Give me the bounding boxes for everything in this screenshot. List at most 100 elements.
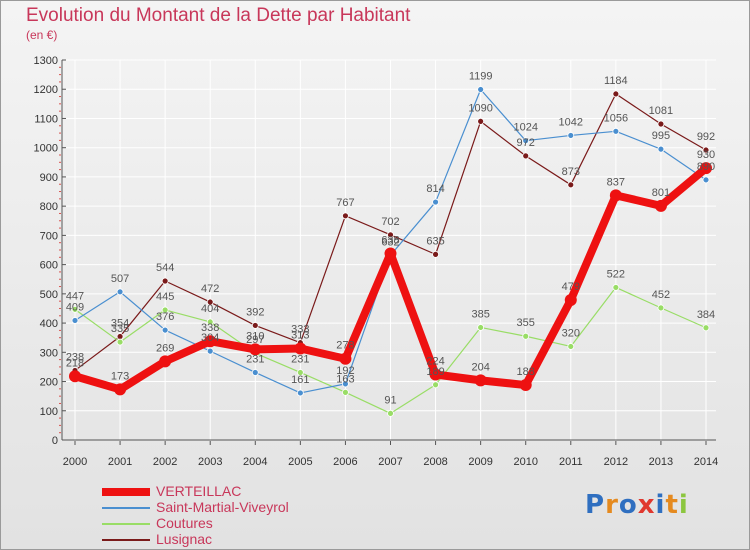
data-label-coutures: 447 bbox=[66, 290, 84, 302]
data-label-lusignac: 392 bbox=[246, 306, 264, 318]
data-label-coutures: 522 bbox=[607, 268, 625, 280]
data-point-coutures bbox=[657, 304, 665, 312]
y-tick-label: 100 bbox=[40, 406, 58, 418]
data-label-verteillac: 930 bbox=[697, 149, 715, 161]
data-point-lusignac bbox=[477, 117, 485, 125]
logo-letter: o bbox=[618, 490, 638, 520]
data-label-verteillac: 278 bbox=[336, 340, 354, 352]
y-tick-label: 300 bbox=[40, 347, 58, 359]
x-tick-label: 2005 bbox=[288, 456, 312, 468]
data-point-saint-martial-viveyrol bbox=[477, 86, 485, 93]
legend-label: Lusignac bbox=[156, 531, 213, 547]
data-point-verteillac bbox=[249, 343, 262, 356]
chart-title: Evolution du Montant de la Dette par Hab… bbox=[26, 5, 411, 26]
data-label-saint-martial-viveyrol: 409 bbox=[66, 301, 84, 313]
data-point-lusignac bbox=[522, 152, 530, 160]
data-point-coutures bbox=[206, 318, 214, 326]
data-label-coutures: 189 bbox=[426, 366, 444, 378]
data-label-verteillac: 204 bbox=[471, 361, 489, 373]
logo-letter: x bbox=[637, 490, 656, 520]
data-label-coutures: 163 bbox=[336, 373, 354, 385]
data-point-coutures bbox=[116, 338, 124, 346]
data-point-lusignac bbox=[612, 90, 620, 98]
y-tick-label: 1100 bbox=[34, 113, 58, 125]
data-label-lusignac: 238 bbox=[66, 351, 84, 363]
legend-label: Coutures bbox=[156, 515, 213, 531]
data-point-saint-martial-viveyrol bbox=[206, 347, 214, 355]
x-tick-label: 2004 bbox=[243, 456, 267, 468]
y-tick-label: 500 bbox=[40, 289, 58, 301]
x-tick-label: 2002 bbox=[153, 456, 177, 468]
data-label-verteillac: 269 bbox=[156, 342, 174, 354]
data-label-lusignac: 873 bbox=[562, 166, 580, 178]
legend-label: Saint-Martial-Viveyrol bbox=[156, 499, 289, 515]
logo-letter: r bbox=[605, 490, 619, 520]
data-point-coutures bbox=[702, 324, 710, 332]
y-tick-label: 800 bbox=[40, 201, 58, 213]
y-tick-label: 900 bbox=[40, 172, 58, 184]
data-point-coutures bbox=[432, 381, 439, 389]
data-label-verteillac: 218 bbox=[66, 357, 84, 369]
data-point-coutures bbox=[387, 409, 394, 417]
data-label-coutures: 385 bbox=[471, 308, 489, 320]
data-point-saint-martial-viveyrol bbox=[251, 369, 259, 376]
data-label-verteillac: 310 bbox=[246, 330, 264, 342]
data-point-saint-martial-viveyrol bbox=[71, 317, 79, 324]
data-point-coutures bbox=[567, 343, 575, 350]
data-label-verteillac: 479 bbox=[562, 281, 580, 293]
data-label-saint-martial-viveyrol: 1199 bbox=[469, 71, 493, 83]
data-label-verteillac: 224 bbox=[426, 356, 444, 368]
data-label-saint-martial-viveyrol: 1024 bbox=[513, 122, 537, 134]
data-label-lusignac: 1090 bbox=[468, 102, 492, 114]
legend-swatch bbox=[102, 507, 150, 509]
data-point-lusignac bbox=[206, 298, 214, 306]
x-tick-label: 2007 bbox=[378, 456, 402, 468]
data-point-verteillac bbox=[429, 368, 442, 381]
data-label-verteillac: 638 bbox=[381, 235, 399, 247]
data-label-saint-martial-viveyrol: 814 bbox=[426, 183, 444, 195]
data-label-verteillac: 837 bbox=[607, 176, 625, 188]
data-point-saint-martial-viveyrol bbox=[116, 288, 124, 296]
data-label-coutures: 445 bbox=[156, 291, 174, 303]
data-point-saint-martial-viveyrol bbox=[342, 380, 349, 388]
data-label-lusignac: 767 bbox=[336, 197, 354, 209]
legend-label: VERTEILLAC bbox=[156, 483, 242, 499]
data-label-saint-martial-viveyrol: 304 bbox=[201, 332, 219, 344]
data-label-verteillac: 338 bbox=[201, 322, 219, 334]
data-label-verteillac: 801 bbox=[652, 187, 670, 199]
data-point-coutures bbox=[612, 284, 620, 291]
data-label-coutures: 231 bbox=[291, 353, 309, 365]
data-point-lusignac bbox=[657, 120, 665, 128]
proxiti-logo: Proxiti bbox=[585, 490, 689, 520]
data-point-coutures bbox=[161, 306, 169, 314]
y-tick-label: 1200 bbox=[34, 84, 58, 96]
legend-swatch bbox=[102, 539, 150, 541]
data-label-lusignac: 333 bbox=[291, 324, 309, 336]
data-label-lusignac: 972 bbox=[517, 137, 535, 149]
legend-swatch bbox=[102, 488, 150, 496]
data-label-saint-martial-viveyrol: 192 bbox=[336, 365, 354, 377]
data-point-lusignac bbox=[342, 212, 349, 220]
x-tick-label: 2013 bbox=[649, 456, 673, 468]
data-label-coutures: 91 bbox=[384, 394, 396, 406]
y-tick-label: 700 bbox=[40, 230, 58, 242]
data-point-saint-martial-viveyrol bbox=[522, 137, 530, 145]
data-label-lusignac: 354 bbox=[111, 318, 129, 330]
data-point-verteillac bbox=[384, 247, 397, 260]
data-label-lusignac: 1184 bbox=[604, 75, 628, 87]
data-label-coutures: 320 bbox=[562, 327, 580, 339]
logo-letter: P bbox=[585, 490, 606, 520]
x-tick-label: 2006 bbox=[333, 456, 357, 468]
y-tick-label: 200 bbox=[40, 377, 58, 389]
data-label-saint-martial-viveyrol: 890 bbox=[697, 161, 715, 173]
data-label-lusignac: 1081 bbox=[649, 105, 673, 117]
data-point-saint-martial-viveyrol bbox=[567, 132, 575, 139]
data-point-lusignac bbox=[161, 277, 169, 285]
x-tick-label: 2014 bbox=[694, 456, 718, 468]
data-point-verteillac bbox=[564, 293, 577, 306]
y-tick-label: 600 bbox=[40, 260, 58, 272]
data-point-saint-martial-viveyrol bbox=[296, 389, 304, 397]
data-point-verteillac bbox=[700, 162, 712, 175]
data-label-saint-martial-viveyrol: 632 bbox=[381, 236, 399, 248]
